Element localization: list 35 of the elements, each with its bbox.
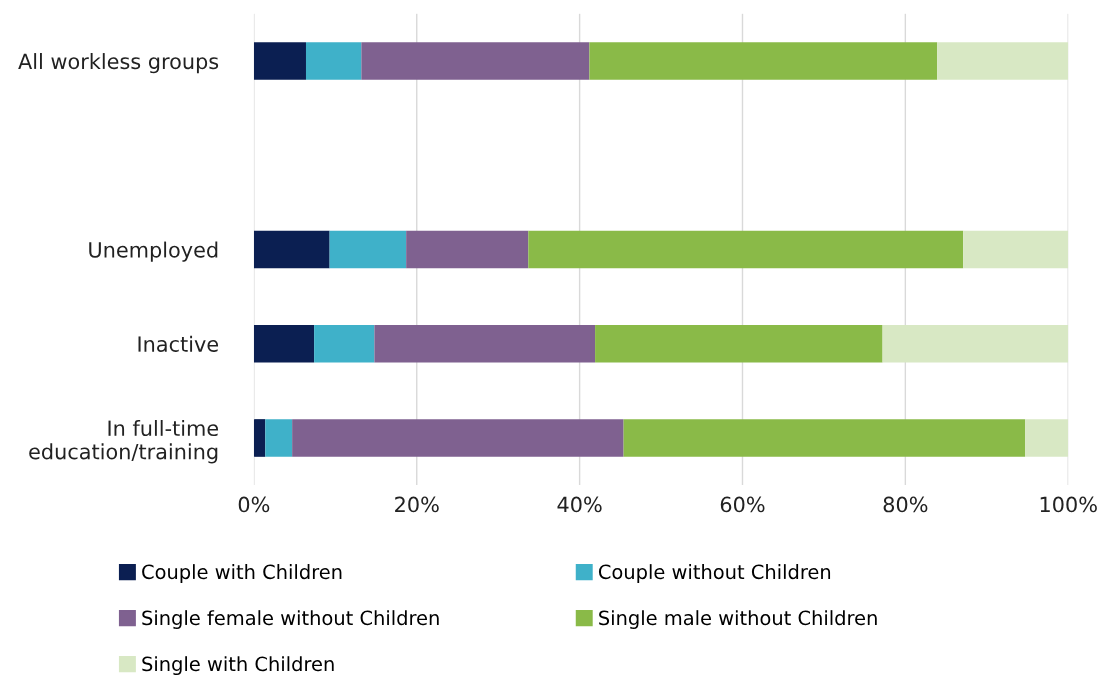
legend-label: Single male without Children (599, 610, 877, 629)
x-tick-label: 100% (1040, 496, 1097, 513)
y-tick-label: In full-time education/training (29, 419, 219, 464)
bar (1025, 419, 1069, 457)
legend-label: Couple without Children (598, 564, 831, 583)
x-tick-label: 60% (720, 496, 765, 513)
bar (374, 324, 596, 363)
bar (623, 419, 1026, 457)
bar (314, 324, 375, 363)
bar (292, 419, 624, 457)
bar (253, 230, 330, 269)
bar (406, 230, 529, 269)
y-tick-label: Inactive (138, 335, 219, 352)
bar (937, 42, 1069, 80)
bar (305, 42, 362, 80)
bar (963, 230, 1069, 269)
bar (329, 230, 407, 269)
x-tick-label: 0% (238, 496, 270, 513)
y-tick-label: All workless groups (18, 53, 219, 74)
legend-label: Single with Children (142, 656, 334, 676)
bar (882, 324, 1069, 363)
bar (265, 419, 293, 457)
x-tick-label: 20% (395, 496, 439, 513)
bar (528, 230, 964, 269)
bar (253, 419, 266, 457)
y-tick-label: Unemployed (89, 241, 218, 262)
bar (253, 324, 315, 363)
x-tick-label: 40% (557, 496, 602, 513)
legend-label: Couple with Children (142, 564, 342, 583)
bar (595, 324, 883, 363)
bar (361, 42, 590, 80)
bar (253, 42, 306, 80)
legend-label: Single female without Children (142, 610, 439, 629)
bar (589, 42, 938, 80)
x-tick-label: 80% (883, 496, 928, 513)
